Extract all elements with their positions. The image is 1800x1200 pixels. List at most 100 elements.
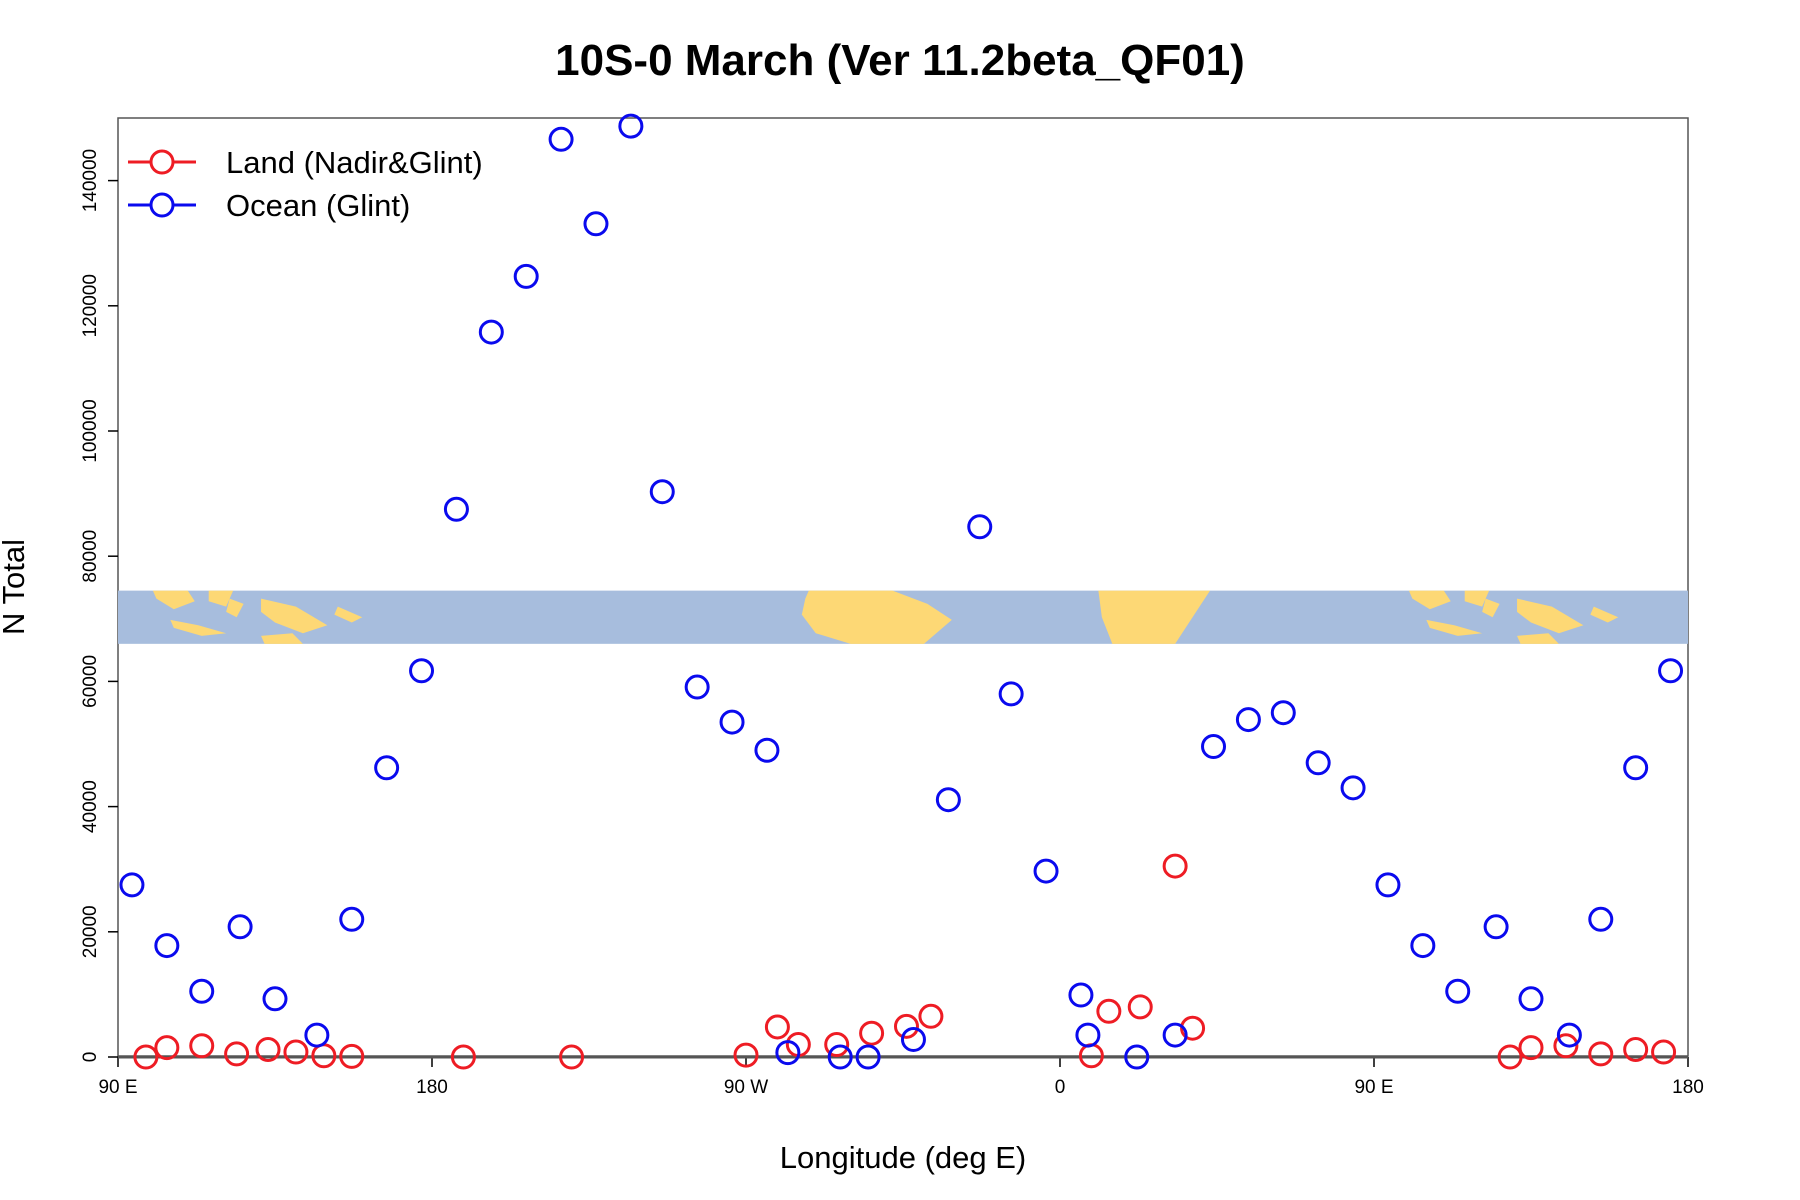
map-land-new-guinea-0 [261,598,328,634]
map-land-sumatra-0 [152,590,195,610]
map-land-sulawesi-1 [1482,598,1500,618]
data-point [227,914,253,940]
data-point [548,126,574,152]
data-point [1445,978,1471,1004]
data-point [1588,906,1614,932]
y-axis: 0 20000 40000 60000 80000 100000 120000 140000 [80,149,118,1062]
data-point [559,1044,585,1070]
data-point [304,1022,330,1048]
data-point [1553,1033,1579,1059]
data-point [1180,1015,1206,1041]
data-point [1162,1022,1188,1048]
data-point [262,986,288,1012]
y-tick-label: 120000 [80,274,101,337]
data-point [1623,755,1649,781]
data-point [618,113,644,139]
data-point [339,1043,365,1069]
data-point [224,1041,250,1067]
data-point [1033,858,1059,884]
plot-frame [117,117,1689,1057]
data-point [754,737,780,763]
map-land-sumatra-1 [1408,590,1451,610]
map-land-sulawesi-0 [226,598,244,618]
y-tick-label: 40000 [80,780,101,833]
data-point [1068,982,1094,1008]
x-tick-label: 90 E [98,1077,137,1098]
data-point [1127,994,1153,1020]
data-point [374,755,400,781]
data-point [1201,734,1227,760]
data-point [1651,1039,1677,1065]
data-point [1305,750,1331,776]
y-tick-label: 60000 [80,655,101,708]
data-point [775,1040,801,1066]
y-tick-label: 20000 [80,905,101,958]
map-land-solomon-0 [334,606,363,623]
map-land-australia-1 [1517,633,1559,644]
map-land-java-0 [170,619,227,636]
data-point [1340,775,1366,801]
map-land-borneo-1 [1464,590,1490,607]
y-tick-label: 140000 [80,149,101,212]
map-land-java-1 [1426,619,1483,636]
x-axis-label: Longitude (deg E) [780,1140,1026,1175]
data-point [824,1031,850,1057]
y-tick-label: 0 [80,1052,101,1063]
map-land-new-guinea-1 [1517,598,1584,634]
legend-marker [149,192,175,218]
legend-label: Land (Nadir&Glint) [226,145,483,180]
data-point [1483,914,1509,940]
legend-label: Ocean (Glint) [226,188,410,223]
map-land-south-america [801,590,952,644]
x-tick-label: 180 [416,1077,448,1098]
legend: Land (Nadir&Glint) Ocean (Glint) [128,145,483,223]
data-point [409,658,435,684]
data-point [684,674,710,700]
data-point [649,479,675,505]
data-point [918,1003,944,1029]
data-point [119,872,145,898]
data-point [1124,1044,1150,1070]
data-point [1096,998,1122,1024]
data-point [998,681,1024,707]
x-tick-label: 0 [1055,1077,1066,1098]
data-point [513,263,539,289]
series-land [133,853,1677,1070]
data-point [1162,853,1188,879]
data-point [1410,933,1436,959]
series-ocean [119,113,1684,1070]
data-point [967,514,993,540]
data-point [189,978,215,1004]
data-point [1375,872,1401,898]
data-point [900,1026,926,1052]
data-point [855,1044,881,1070]
series-layer [118,113,1688,1070]
data-point [1518,986,1544,1012]
map-land-borneo-0 [208,590,234,607]
data-point [1556,1022,1582,1048]
map-land-australia-0 [261,633,303,644]
x-tick-label: 90 W [724,1077,768,1098]
data-point [154,933,180,959]
x-tick-label: 90 E [1354,1077,1393,1098]
data-point [154,1035,180,1061]
data-point [583,211,609,237]
y-tick-label: 100000 [80,399,101,462]
data-point [719,709,745,735]
data-point [1497,1044,1523,1070]
data-point [1588,1041,1614,1067]
data-point [443,496,469,522]
data-point [283,1039,309,1065]
map-land-africa [1098,590,1211,644]
data-point [893,1013,919,1039]
data-point [935,787,961,813]
chart-title: 10S-0 March (Ver 11.2beta_QF01) [555,36,1245,85]
data-point [189,1033,215,1059]
data-point [133,1044,159,1070]
data-point [339,906,365,932]
x-tick-label: 180 [1672,1077,1704,1098]
map-strip [118,590,1688,644]
data-point [1235,707,1261,733]
map-land-solomon-1 [1590,606,1619,623]
